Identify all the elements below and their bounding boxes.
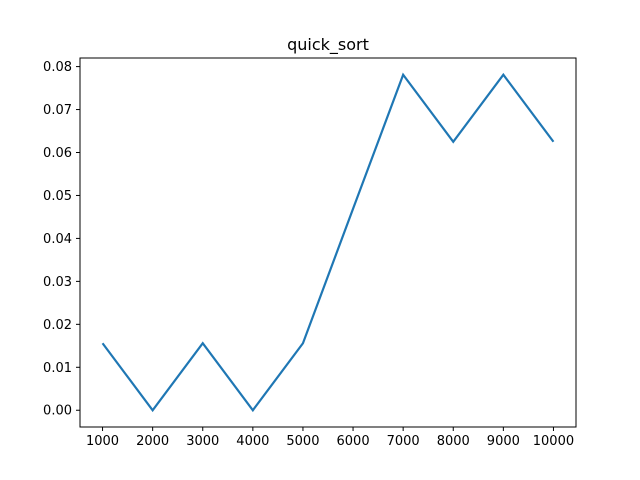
y-tick-label: 0.02 (43, 318, 72, 333)
x-tick-label: 10000 (533, 434, 574, 449)
x-tick-label: 3000 (186, 434, 219, 449)
y-axis: 0.00 0.01 0.02 0.03 0.04 0.05 0.06 0.07 0.08 (43, 60, 80, 419)
y-tick-label: 0.03 (43, 275, 72, 290)
x-tick-label: 9000 (487, 434, 520, 449)
x-tick-label: 5000 (286, 434, 319, 449)
x-tick-label: 8000 (437, 434, 470, 449)
x-tick-label: 7000 (387, 434, 420, 449)
y-tick-label: 0.00 (43, 404, 72, 419)
x-tick-label: 4000 (236, 434, 269, 449)
y-tick-label: 0.04 (43, 232, 72, 247)
axes-frame (79, 57, 577, 428)
y-tick-label: 0.06 (43, 146, 72, 161)
y-tick-label: 0.07 (43, 103, 72, 118)
chart-title: quick_sort (287, 35, 369, 55)
y-tick-label: 0.01 (43, 361, 72, 376)
y-tick-label: 0.08 (43, 60, 72, 75)
y-tick-label: 0.05 (43, 189, 72, 204)
plot-area (101, 72, 555, 413)
x-tick-label: 2000 (136, 434, 169, 449)
x-tick-label: 1000 (86, 434, 119, 449)
x-tick-label: 6000 (337, 434, 370, 449)
series-line (101, 72, 555, 413)
x-axis: 1000 2000 3000 4000 5000 6000 7000 8000 9000 1000… (86, 427, 574, 449)
